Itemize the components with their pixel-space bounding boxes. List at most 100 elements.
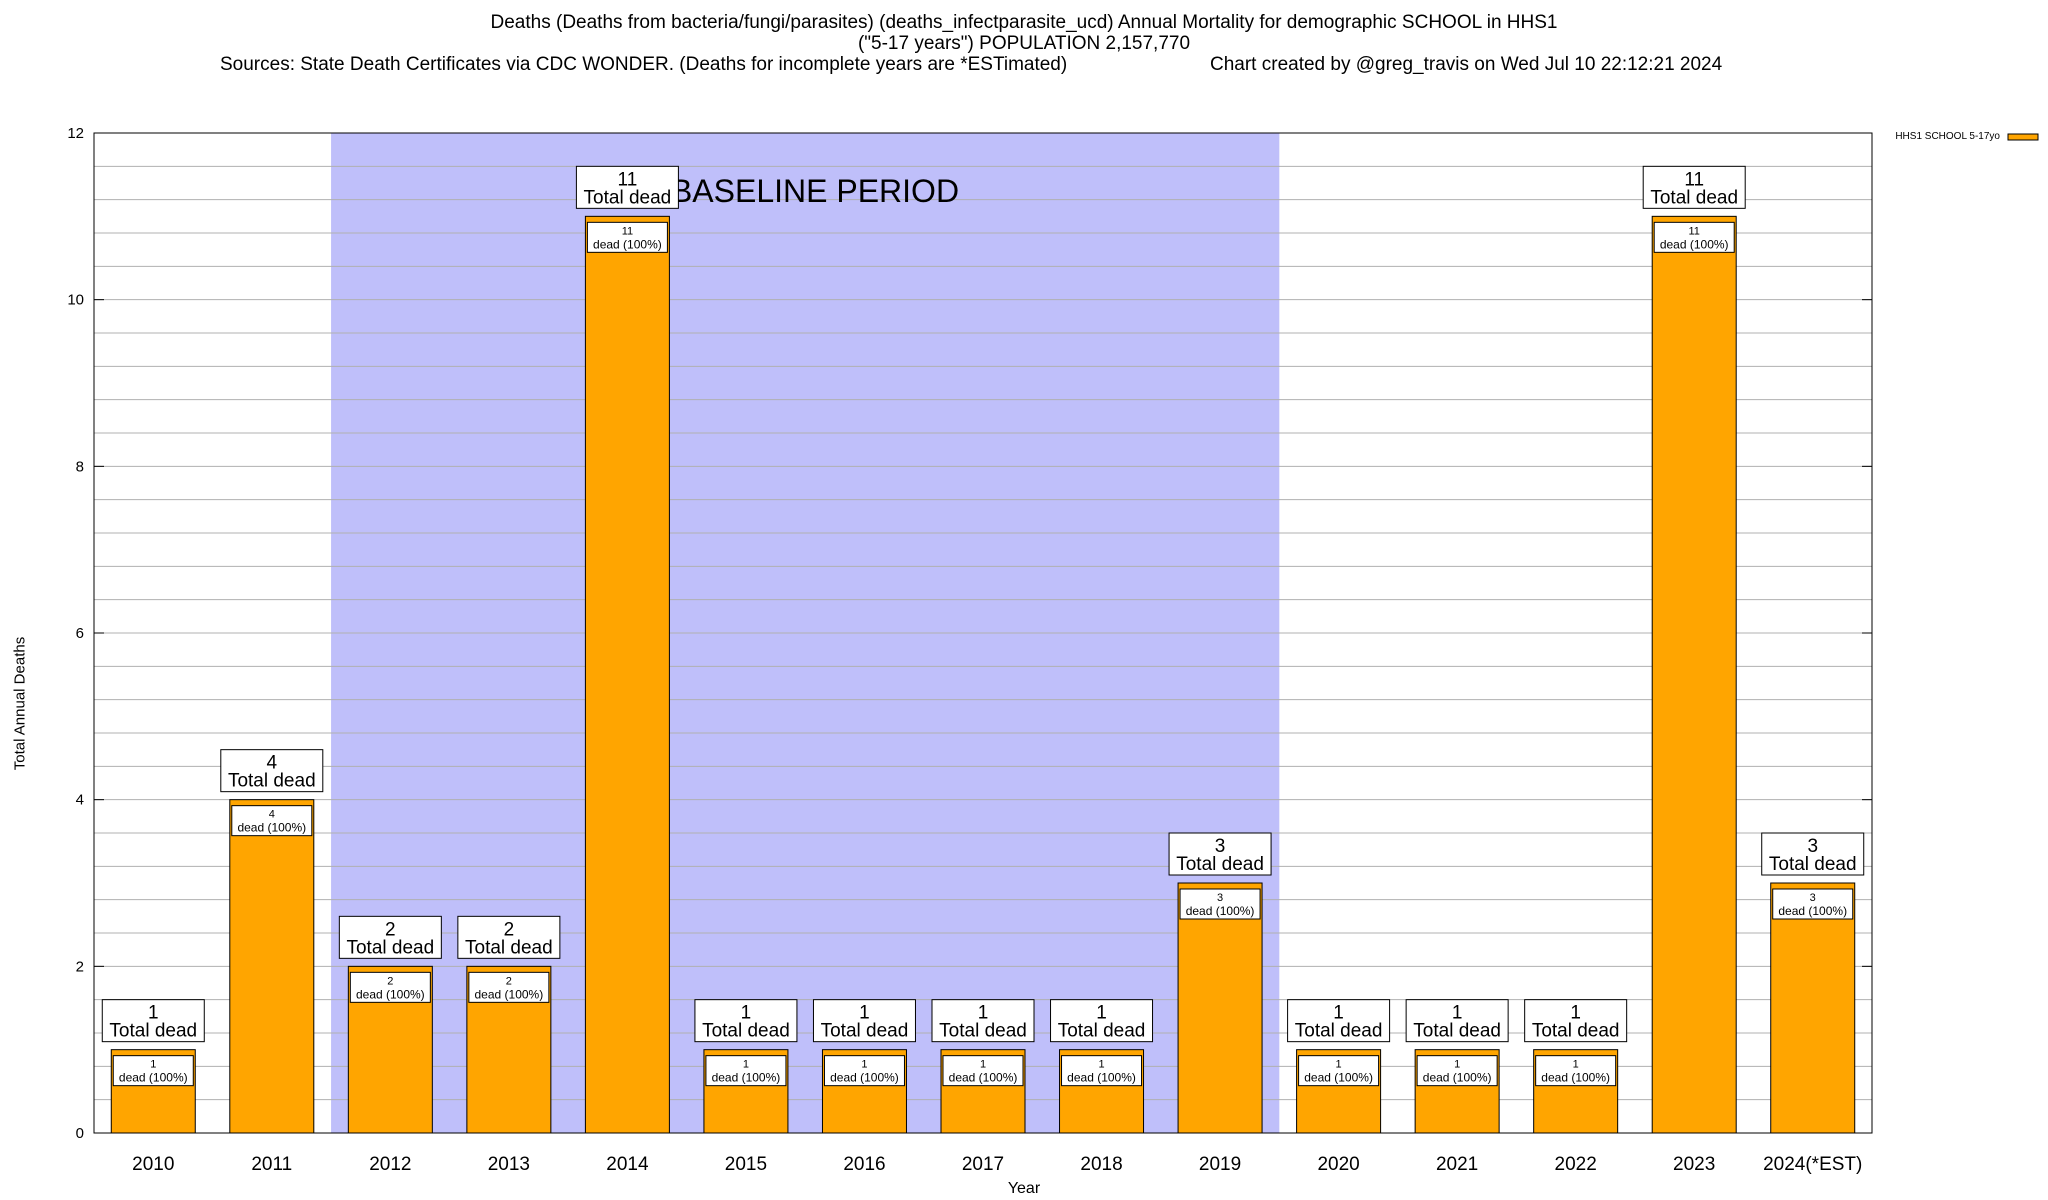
bar-total-label-box xyxy=(101,999,205,1043)
bar-inner-label: dead (100%) xyxy=(1186,904,1255,918)
bar-total-value: 1 xyxy=(978,1003,989,1024)
y-tick-label: 10 xyxy=(67,292,84,309)
bar-total-label-box xyxy=(457,915,561,959)
bar-total-label-box xyxy=(575,165,679,209)
bar-total-label: Total dead xyxy=(821,1021,909,1042)
x-tick-label: 2022 xyxy=(1555,1154,1597,1175)
bar-inner-value: 1 xyxy=(1573,1059,1579,1071)
bar-total-value: 1 xyxy=(859,1003,870,1024)
x-tick-label: 2020 xyxy=(1317,1154,1359,1175)
bar-total-label-box xyxy=(1287,999,1391,1043)
bar-total-value: 1 xyxy=(1333,1003,1344,1024)
bar-total-label: Total dead xyxy=(346,937,434,958)
bar-inner-label-box xyxy=(823,1055,905,1087)
bar-inner-value: 2 xyxy=(506,975,512,987)
bar-total-label-box xyxy=(1761,832,1865,876)
bar-inner-label: dead (100%) xyxy=(475,987,544,1001)
bar-total-label-box xyxy=(220,749,324,793)
bar-inner-label-box xyxy=(1179,888,1261,920)
chart-sources-line: Sources: State Death Certificates via CD… xyxy=(220,54,1068,75)
legend-label: HHS1 SCHOOL 5-17yo xyxy=(1895,131,2000,142)
x-tick-label: 2011 xyxy=(251,1154,292,1175)
bar-inner-label: dead (100%) xyxy=(1304,1071,1373,1085)
bar-total-label: Total dead xyxy=(1532,1021,1620,1042)
bar-inner-value: 11 xyxy=(622,225,633,237)
bar-total-label-box xyxy=(1050,999,1154,1043)
bar-total-label-box xyxy=(1405,999,1509,1043)
bar-total-label: Total dead xyxy=(1769,854,1857,875)
bar-total-label: Total dead xyxy=(1650,187,1738,208)
y-tick-label: 8 xyxy=(76,458,84,475)
bar-inner-value: 3 xyxy=(1810,892,1816,904)
bar-inner-label-box xyxy=(1535,1055,1617,1087)
x-tick-label: 2021 xyxy=(1436,1154,1478,1175)
x-axis-label: Year xyxy=(1007,1180,1041,1197)
bar-total-value: 1 xyxy=(1570,1003,1581,1024)
bar-total-label: Total dead xyxy=(1413,1021,1501,1042)
bar-inner-label: dead (100%) xyxy=(593,237,662,251)
y-tick-label: 2 xyxy=(76,958,84,975)
x-tick-label: 2010 xyxy=(132,1154,174,1175)
bar-total-label: Total dead xyxy=(939,1021,1027,1042)
y-axis-label: Total Annual Deaths xyxy=(11,636,29,771)
bar-inner-value: 1 xyxy=(743,1059,749,1071)
bar-total-value: 1 xyxy=(1096,1003,1107,1024)
bar-inner-label-box xyxy=(1653,221,1735,253)
bar-inner-value: 1 xyxy=(1454,1059,1460,1071)
bar-inner-label-box xyxy=(112,1055,194,1087)
y-tick-label: 12 xyxy=(67,125,84,142)
bar-total-value: 1 xyxy=(148,1003,159,1024)
chart-title-line2: ("5-17 years") POPULATION 2,157,770 xyxy=(857,33,1191,54)
bar-inner-value: 3 xyxy=(1217,892,1223,904)
bar-inner-label-box xyxy=(349,971,431,1003)
bar-total-value: 4 xyxy=(267,753,278,774)
x-tick-label: 2012 xyxy=(369,1154,411,1175)
bar-inner-label-box xyxy=(705,1055,787,1087)
legend-swatch xyxy=(2007,133,2039,141)
bar xyxy=(229,799,315,1134)
bar-inner-value: 11 xyxy=(1688,225,1699,237)
y-tick-label: 0 xyxy=(76,1125,84,1142)
bar-total-value: 3 xyxy=(1807,836,1818,857)
bar-inner-label-box xyxy=(942,1055,1024,1087)
bar-inner-label: dead (100%) xyxy=(1660,237,1729,251)
x-tick-label: 2015 xyxy=(725,1154,767,1175)
x-tick-label: 2014 xyxy=(606,1154,649,1175)
bar-inner-label: dead (100%) xyxy=(1067,1071,1136,1085)
bar-total-value: 11 xyxy=(1684,169,1704,190)
bar-total-label: Total dead xyxy=(228,771,316,792)
bar-total-label-box xyxy=(1642,165,1746,209)
bar-total-label: Total dead xyxy=(1058,1021,1146,1042)
bar-inner-label: dead (100%) xyxy=(1423,1071,1492,1085)
bar-total-value: 3 xyxy=(1215,836,1226,857)
bar-inner-label: dead (100%) xyxy=(1778,904,1847,918)
x-tick-label: 2019 xyxy=(1199,1154,1241,1175)
bar xyxy=(1770,882,1856,1134)
x-tick-label: 2017 xyxy=(962,1154,1004,1175)
y-tick-label: 4 xyxy=(76,792,84,809)
bar-inner-value: 2 xyxy=(387,975,393,987)
bar-total-value: 2 xyxy=(504,919,515,940)
bar-inner-label: dead (100%) xyxy=(237,821,306,835)
bar-total-value: 11 xyxy=(618,169,638,190)
bar-inner-value: 1 xyxy=(1336,1059,1342,1071)
bar-total-label: Total dead xyxy=(584,187,672,208)
bar-total-label: Total dead xyxy=(1295,1021,1383,1042)
bar-inner-value: 1 xyxy=(861,1059,867,1071)
bar-total-label-box xyxy=(931,999,1035,1043)
bar-inner-label-box xyxy=(1061,1055,1143,1087)
bar xyxy=(1651,215,1737,1134)
bar-inner-label: dead (100%) xyxy=(356,987,425,1001)
bar-total-value: 1 xyxy=(1452,1003,1463,1024)
bar-inner-value: 1 xyxy=(1098,1059,1104,1071)
x-tick-label: 2023 xyxy=(1673,1154,1715,1175)
bar-inner-label: dead (100%) xyxy=(1541,1071,1610,1085)
bar-inner-label-box xyxy=(1772,888,1854,920)
bar-inner-value: 1 xyxy=(150,1059,156,1071)
bar-inner-label-box xyxy=(586,221,668,253)
y-tick-label: 6 xyxy=(76,625,84,642)
x-tick-label: 2018 xyxy=(1080,1154,1122,1175)
bar-total-label: Total dead xyxy=(465,937,553,958)
bar-inner-label-box xyxy=(1416,1055,1498,1087)
